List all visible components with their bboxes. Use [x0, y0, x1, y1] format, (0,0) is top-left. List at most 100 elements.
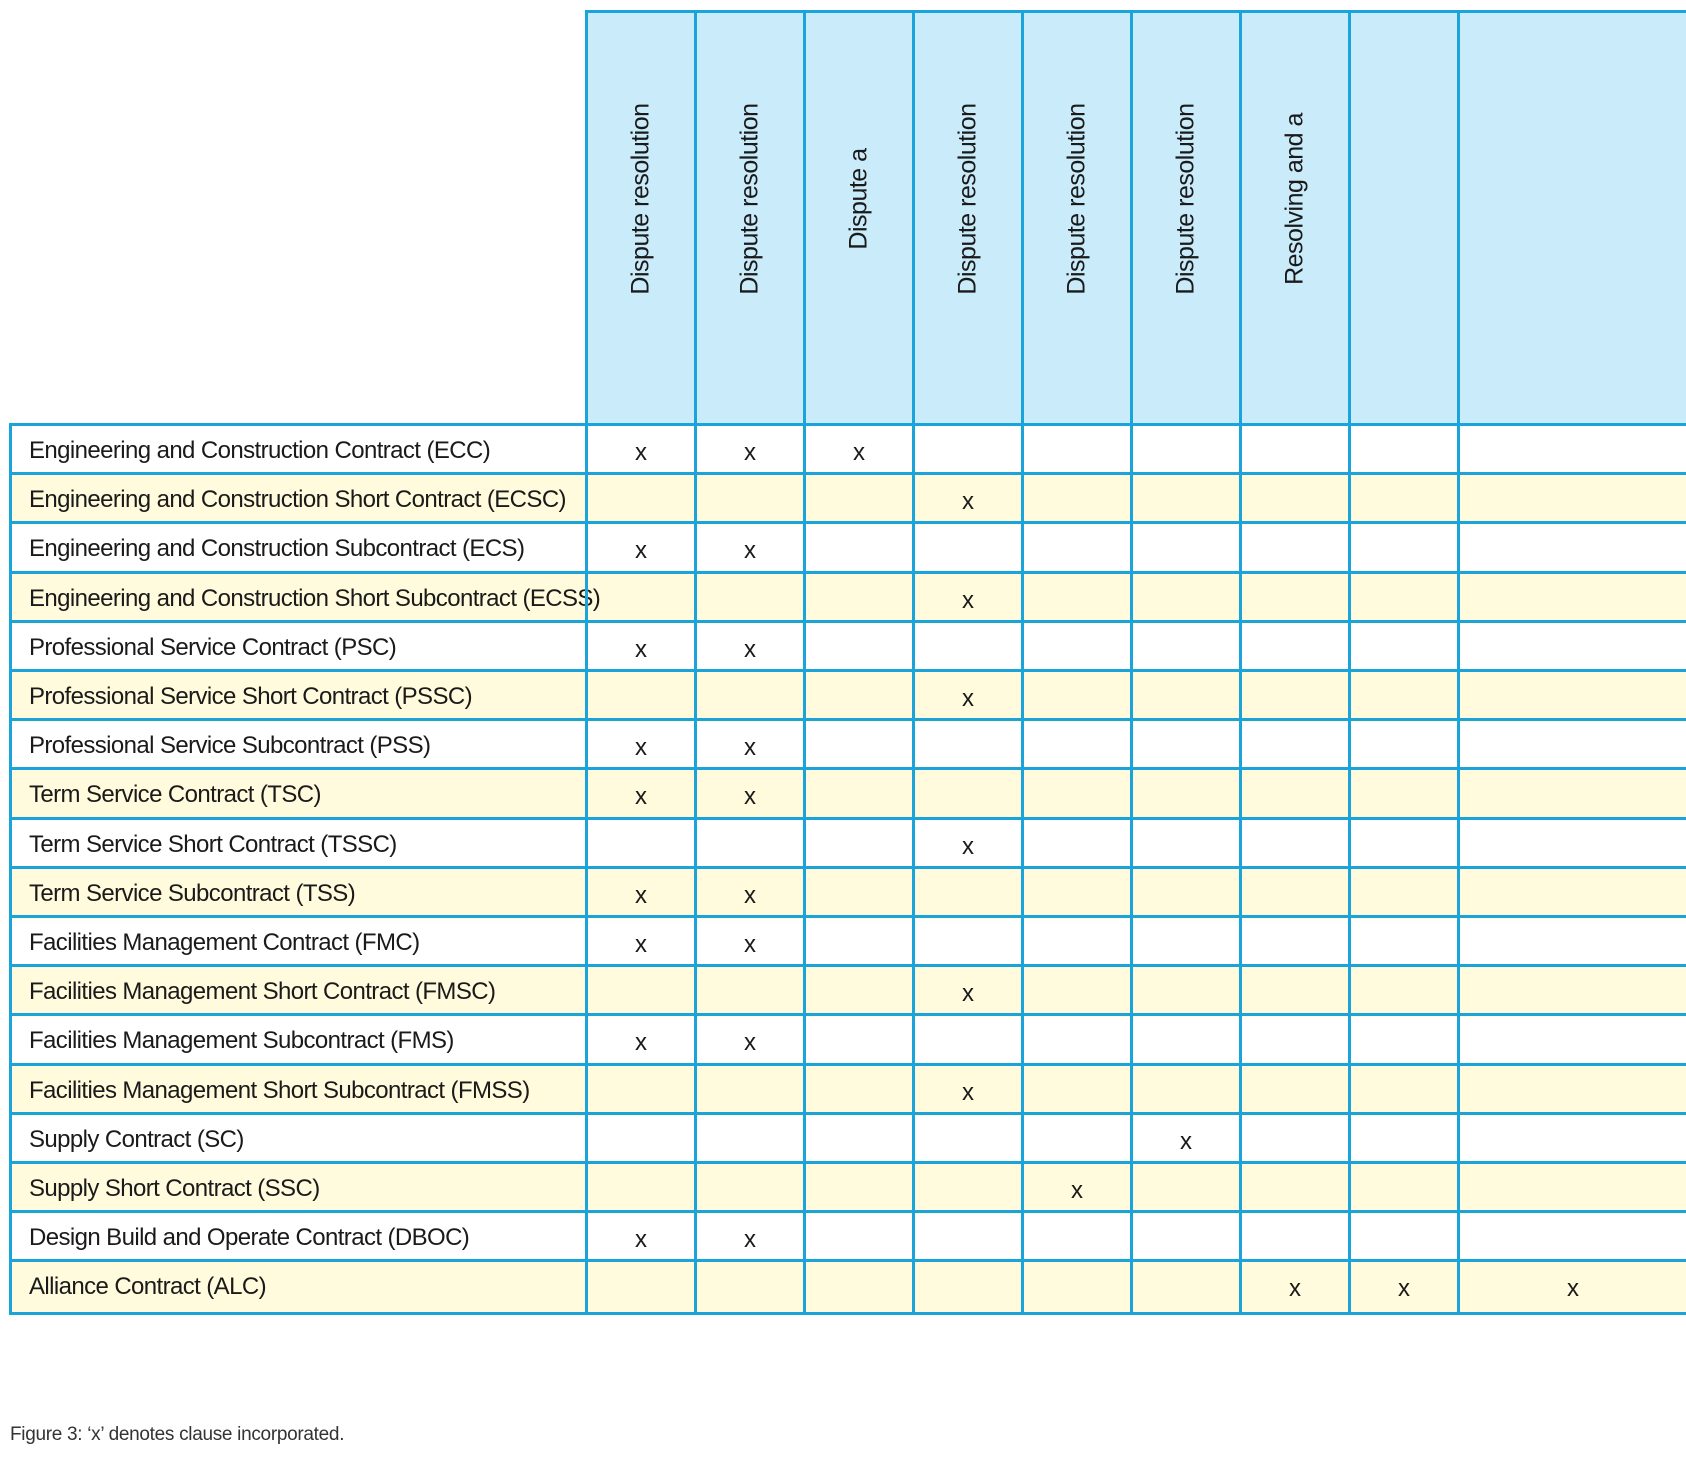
clause-cell [803, 721, 912, 772]
clause-cell [1130, 1213, 1239, 1264]
clause-cell [1130, 967, 1239, 1018]
contract-name: Facilities Management Subcontract (FMS) [9, 1016, 585, 1067]
clause-cell [1021, 967, 1130, 1018]
clause-cell [1348, 770, 1457, 821]
table-row: Professional Service Contract (PSC) x x [9, 619, 1686, 673]
column-header-label: Dispute resolution [626, 103, 655, 295]
clause-cell [694, 573, 803, 624]
clause-cell [1239, 1164, 1348, 1214]
clause-cell [1457, 819, 1686, 870]
clause-cell [1239, 819, 1348, 870]
clause-cell [1130, 524, 1239, 575]
column-header-label: Dispute resolution [953, 103, 982, 295]
contract-name: Facilities Management Contract (FMC) [9, 918, 585, 968]
column-header-5: Dispute resolution [1021, 10, 1130, 426]
contract-name: Design Build and Operate Contract (DBOC) [9, 1213, 585, 1264]
clause-cell [694, 1164, 803, 1214]
clause-cell [912, 1164, 1021, 1214]
clause-cell [803, 1262, 912, 1313]
clause-cell: x [585, 524, 694, 575]
contract-name: Term Service Contract (TSC) [9, 770, 585, 821]
clause-cell [803, 868, 912, 919]
contract-name: Engineering and Construction Contract (E… [9, 426, 585, 476]
clause-cell [1457, 868, 1686, 919]
clause-cell [1348, 1213, 1457, 1264]
clause-cell [1130, 721, 1239, 772]
clause-cell [585, 1065, 694, 1116]
clause-cell [1239, 426, 1348, 476]
clause-cell [1348, 721, 1457, 772]
figure-caption: Figure 3: ‘x’ denotes clause incorporate… [10, 1424, 345, 1445]
clause-cell [1348, 475, 1457, 526]
clause-cell [1130, 770, 1239, 821]
clause-cell: x [912, 475, 1021, 526]
table-row: Facilities Management Subcontract (FMS) x… [9, 1013, 1686, 1067]
clause-cell [912, 622, 1021, 673]
column-header-7: Resolving and a [1239, 10, 1348, 426]
clause-cell [1130, 1065, 1239, 1116]
clause-cell [1130, 1262, 1239, 1313]
clause-cell [1130, 868, 1239, 919]
clause-cell: x [912, 672, 1021, 722]
contract-name: Professional Service Subcontract (PSS) [9, 721, 585, 772]
clause-cell [1021, 1114, 1130, 1165]
clause-cell [1348, 426, 1457, 476]
clause-cell [803, 1114, 912, 1165]
contract-name: Supply Short Contract (SSC) [9, 1164, 585, 1214]
clause-cell [803, 524, 912, 575]
clause-cell: x [1130, 1114, 1239, 1165]
clause-cell [694, 1114, 803, 1165]
clause-cell [1457, 1164, 1686, 1214]
table-row: Engineering and Construction Short Contr… [9, 472, 1686, 526]
clause-cell: x [1239, 1262, 1348, 1313]
clause-cell [585, 1262, 694, 1313]
clause-cell [1239, 622, 1348, 673]
clause-cell: x [585, 1213, 694, 1264]
clause-cell [1239, 1114, 1348, 1165]
clause-cell: x [1348, 1262, 1457, 1313]
clause-cell [1130, 1016, 1239, 1067]
clause-cell [1457, 475, 1686, 526]
column-header-9 [1457, 10, 1686, 426]
clause-cell [694, 967, 803, 1018]
clause-cell [912, 524, 1021, 575]
clause-cell [694, 1065, 803, 1116]
column-header-label: Dispute resolution [735, 103, 764, 295]
clause-cell [1239, 967, 1348, 1018]
clause-cell [1239, 868, 1348, 919]
clause-cell [1021, 1213, 1130, 1264]
clause-cell [1021, 819, 1130, 870]
clause-cell [1457, 721, 1686, 772]
column-header-label: Dispute resolution [1062, 103, 1091, 295]
clause-cell [912, 426, 1021, 476]
clause-cell [803, 672, 912, 722]
clause-cell [1457, 1213, 1686, 1264]
contract-name: Facilities Management Short Contract (FM… [9, 967, 585, 1018]
clause-cell: x [912, 1065, 1021, 1116]
clause-cell [912, 770, 1021, 821]
clause-cell [1239, 1213, 1348, 1264]
clause-cell [912, 1016, 1021, 1067]
clause-cell [1021, 1262, 1130, 1313]
column-header-label: Dispute resolution [1171, 103, 1200, 295]
clause-cell: x [694, 918, 803, 968]
clause-cell: x [694, 770, 803, 821]
clause-cell: x [585, 770, 694, 821]
clause-cell [1239, 475, 1348, 526]
clause-cell: x [912, 967, 1021, 1018]
table-row: Term Service Contract (TSC) x x [9, 767, 1686, 821]
clause-cell: x [694, 524, 803, 575]
table-row: Facilities Management Contract (FMC) x x [9, 915, 1686, 968]
clause-cell [803, 819, 912, 870]
clause-cell [1348, 967, 1457, 1018]
table-row: Supply Contract (SC) x [9, 1111, 1686, 1165]
clause-cell [585, 573, 694, 624]
clause-cell [803, 770, 912, 821]
clause-table: Dispute resolution Dispute resolution Disp… [9, 10, 1686, 1409]
clause-cell [1239, 770, 1348, 821]
clause-cell: x [694, 622, 803, 673]
clause-cell [1348, 1164, 1457, 1214]
clause-cell [1130, 819, 1239, 870]
clause-cell: x [585, 426, 694, 476]
clause-cell [803, 1164, 912, 1214]
